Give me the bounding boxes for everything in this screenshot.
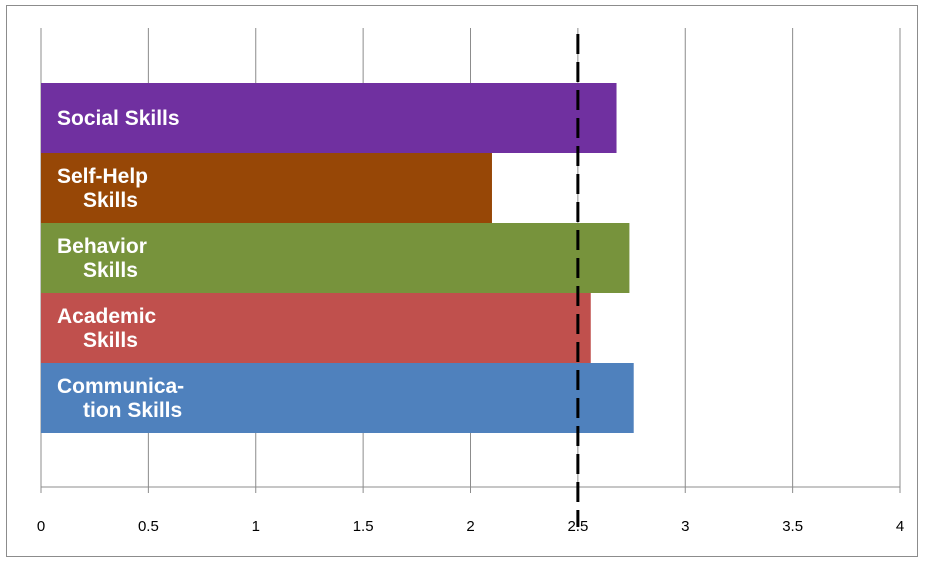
bar-label: Skills bbox=[83, 189, 138, 212]
x-tick-label: 1.5 bbox=[353, 518, 374, 535]
x-tick-label: 3.5 bbox=[782, 518, 803, 535]
bar-label: Behavior bbox=[57, 235, 147, 258]
x-tick-label: 1 bbox=[252, 518, 260, 535]
x-tick-label: 4 bbox=[896, 518, 904, 535]
bar-label: Communica- bbox=[57, 375, 184, 398]
bar-label: Skills bbox=[83, 259, 138, 282]
x-tick-label: 0 bbox=[37, 518, 45, 535]
x-tick-label: 2 bbox=[466, 518, 474, 535]
x-tick-label: 3 bbox=[681, 518, 689, 535]
bar-label: Academic bbox=[57, 305, 157, 328]
bar bbox=[41, 153, 492, 223]
bar-label: Self-Help bbox=[57, 165, 148, 188]
bar bbox=[41, 223, 630, 293]
x-tick-label: 0.5 bbox=[138, 518, 159, 535]
bar bbox=[41, 293, 591, 363]
bar-label: Skills bbox=[83, 329, 138, 352]
bar bbox=[41, 83, 617, 153]
bar-label: Social Skills bbox=[57, 107, 180, 130]
bar bbox=[41, 363, 634, 433]
bar-label: tion Skills bbox=[83, 399, 182, 422]
